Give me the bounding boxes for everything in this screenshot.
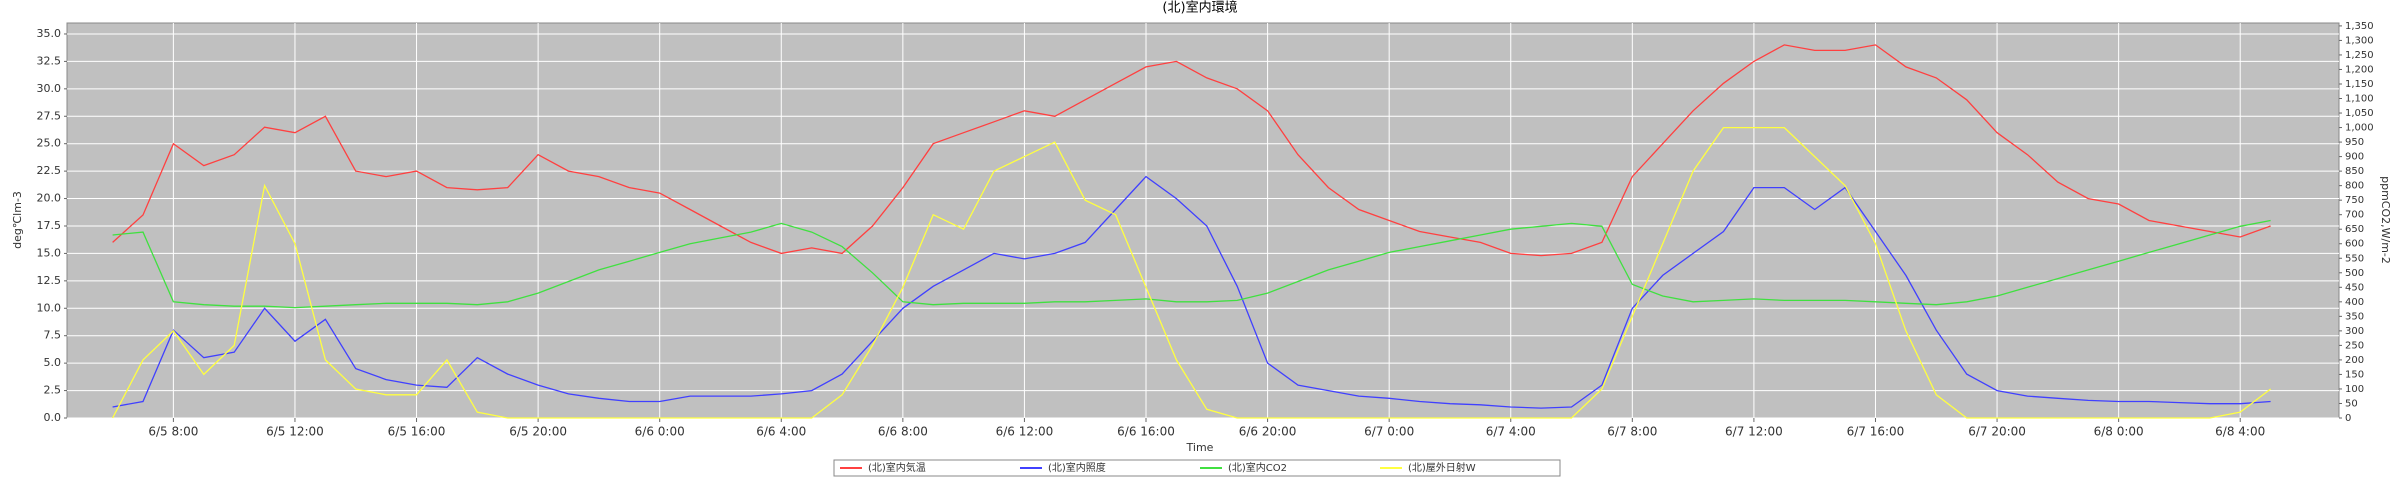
legend-box — [833, 459, 1561, 477]
y2-tick-label: 300 — [2345, 326, 2364, 337]
x-tick-label: 6/7 4:00 — [1486, 425, 1536, 439]
series-line — [112, 175, 2271, 409]
x-tick-label: 6/7 20:00 — [1968, 425, 2026, 439]
y2-tick-label: 600 — [2345, 239, 2364, 250]
y2-tick-label: 0 — [2345, 413, 2351, 424]
y2-tick-label: 550 — [2345, 253, 2364, 264]
x-tick-label: 6/6 12:00 — [996, 425, 1054, 439]
x-tick-label: 6/7 12:00 — [1725, 425, 1783, 439]
series-line — [112, 126, 2271, 419]
x-axis-label: Time — [1186, 441, 1214, 454]
x-tick-label: 6/6 8:00 — [878, 425, 928, 439]
plot-area — [66, 22, 2340, 419]
x-tick-label: 6/7 16:00 — [1847, 425, 1905, 439]
y2-tick-label: 150 — [2345, 369, 2364, 380]
y2-axis-label: ppmCO2,W/m-2 — [2379, 176, 2392, 264]
chart-title: (北)室内環境 — [1162, 0, 1237, 16]
y2-tick-label: 350 — [2345, 311, 2364, 322]
y2-tick-label: 650 — [2345, 224, 2364, 235]
y2-tick-label: 1,250 — [2345, 50, 2374, 61]
series-line — [112, 219, 2271, 309]
y-tick-label: 32.5 — [37, 54, 62, 67]
y2-tick-label: 1,300 — [2345, 35, 2374, 46]
y-tick-label: 12.5 — [37, 274, 62, 287]
y2-tick-label: 200 — [2345, 355, 2364, 366]
y2-tick-label: 50 — [2345, 398, 2358, 409]
y-tick-label: 35.0 — [37, 27, 62, 40]
y2-tick-label: 1,050 — [2345, 108, 2374, 119]
y2-tick-label: 950 — [2345, 137, 2364, 148]
x-tick-label: 6/5 8:00 — [148, 425, 198, 439]
y-tick-label: 22.5 — [37, 164, 62, 177]
y2-tick-label: 1,000 — [2345, 123, 2374, 134]
y2-tick-label: 900 — [2345, 152, 2364, 163]
legend-label: (北)室内気温 — [868, 461, 926, 474]
x-tick-label: 6/8 0:00 — [2094, 425, 2144, 439]
x-tick-label: 6/6 0:00 — [635, 425, 685, 439]
x-tick-label: 6/6 20:00 — [1239, 425, 1297, 439]
legend-label: (北)室内CO2 — [1228, 461, 1287, 474]
y-tick-label: 25.0 — [37, 137, 62, 150]
y2-tick-label: 700 — [2345, 210, 2364, 221]
y2-tick-label: 500 — [2345, 268, 2364, 279]
x-tick-label: 6/6 16:00 — [1117, 425, 1175, 439]
y-tick-label: 5.0 — [44, 356, 62, 369]
series-line — [112, 44, 2271, 257]
x-tick-label: 6/5 12:00 — [266, 425, 324, 439]
y2-tick-label: 750 — [2345, 195, 2364, 206]
y-tick-label: 17.5 — [37, 219, 62, 232]
y-axis-label: deg℃lm-3 — [11, 191, 24, 249]
y2-tick-label: 450 — [2345, 282, 2364, 293]
y2-tick-label: 850 — [2345, 166, 2364, 177]
x-tick-label: 6/5 16:00 — [388, 425, 446, 439]
y-tick-label: 7.5 — [44, 329, 62, 342]
y2-tick-label: 250 — [2345, 340, 2364, 351]
x-tick-label: 6/8 4:00 — [2215, 425, 2265, 439]
y-tick-label: 27.5 — [37, 109, 62, 122]
y2-tick-label: 1,200 — [2345, 64, 2374, 75]
y-tick-label: 10.0 — [37, 301, 62, 314]
y-tick-label: 30.0 — [37, 82, 62, 95]
y-tick-label: 15.0 — [37, 246, 62, 259]
y-tick-label: 20.0 — [37, 192, 62, 205]
x-tick-label: 6/7 8:00 — [1607, 425, 1657, 439]
y2-tick-label: 1,350 — [2345, 21, 2374, 32]
legend-label: (北)室内照度 — [1048, 461, 1106, 474]
y-tick-label: 0.0 — [44, 411, 62, 424]
y2-tick-label: 1,100 — [2345, 94, 2374, 105]
y2-tick-label: 400 — [2345, 297, 2364, 308]
y2-tick-label: 1,150 — [2345, 79, 2374, 90]
y2-tick-label: 800 — [2345, 181, 2364, 192]
x-tick-label: 6/5 20:00 — [509, 425, 567, 439]
x-tick-label: 6/7 0:00 — [1364, 425, 1414, 439]
y-tick-label: 2.5 — [44, 384, 62, 397]
legend-label: (北)屋外日射W — [1408, 462, 1476, 474]
x-tick-label: 6/6 4:00 — [756, 425, 806, 439]
y2-tick-label: 100 — [2345, 384, 2364, 395]
